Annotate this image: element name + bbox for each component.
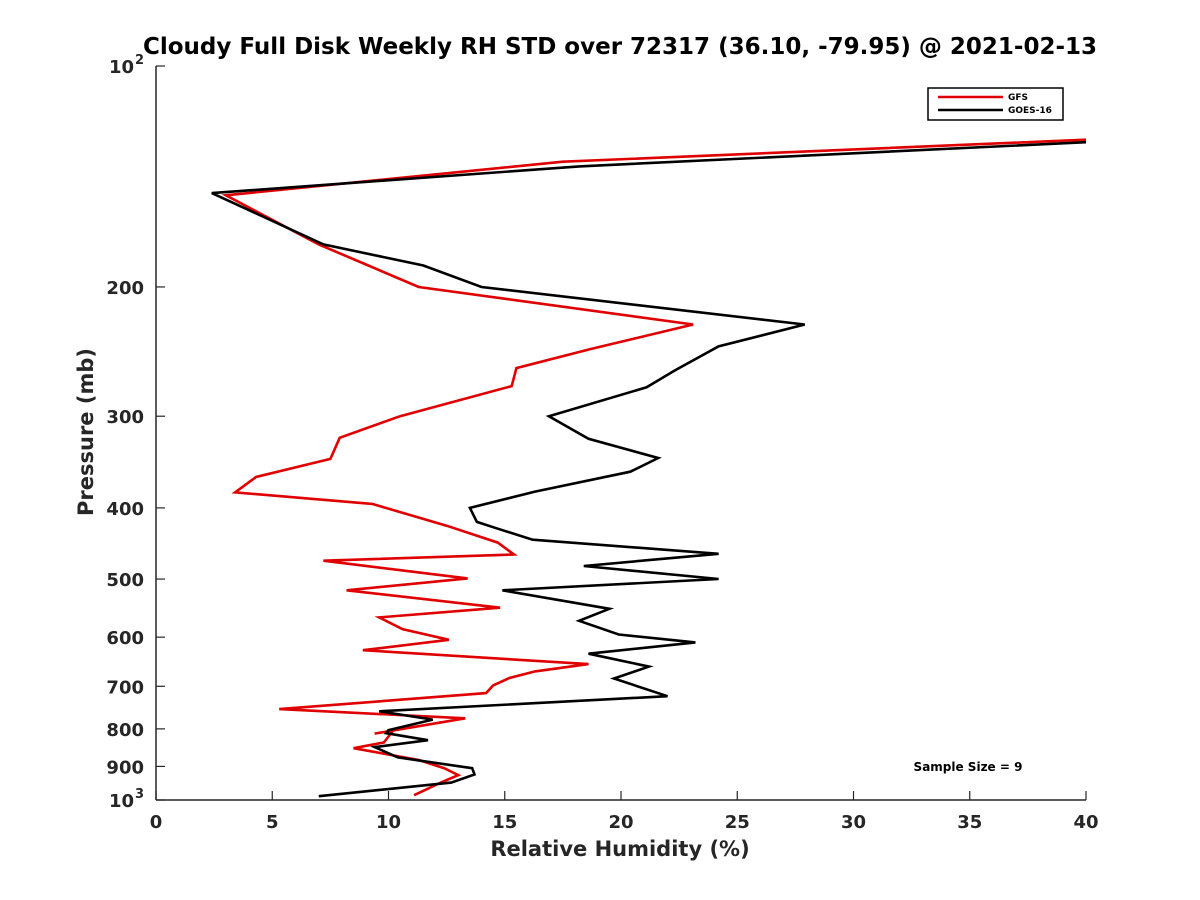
y-tick-label: 800: [106, 720, 144, 741]
sample-size-annotation: Sample Size = 9: [914, 760, 1023, 774]
legend-goes16-label: GOES-16: [1008, 106, 1052, 116]
y-power-base: 10: [109, 57, 134, 78]
chart-title: Cloudy Full Disk Weekly RH STD over 7231…: [143, 34, 1097, 60]
y-tick-label: 400: [106, 499, 144, 520]
legend: GFS GOES-16: [927, 87, 1064, 121]
x-tick-label: 0: [150, 812, 163, 833]
y-tick-label: 900: [106, 757, 144, 778]
x-tick-label: 35: [957, 812, 982, 833]
y-tick-label: 600: [106, 628, 144, 649]
y-power-base: 10: [109, 791, 134, 812]
y-tick-label: 700: [106, 677, 144, 698]
x-tick-label: 15: [492, 812, 517, 833]
y-axis-label: Pressure (mb): [74, 348, 98, 516]
axes-frame: 0 5 10 15 20 25 30 35 40 200 300 400 500 600 700 800 900…: [106, 53, 1098, 833]
x-tick-label: 20: [608, 812, 633, 833]
series-line-goes16: [211, 140, 1087, 798]
series-layer: [211, 138, 1087, 798]
y-tick-label: 200: [106, 278, 144, 299]
y-tick-label: 500: [106, 570, 144, 591]
y-power-exponent: 2: [135, 53, 144, 68]
legend-box: [927, 87, 1064, 121]
x-tick-label: 25: [725, 812, 750, 833]
y-power-label: 10: [109, 57, 134, 78]
x-tick-label: 30: [841, 812, 866, 833]
x-tick-label: 5: [266, 812, 279, 833]
legend-gfs-label: GFS: [1008, 93, 1028, 103]
x-tick-label: 10: [376, 812, 401, 833]
y-tick-label: 300: [106, 407, 144, 428]
series-line-gfs: [221, 138, 1087, 797]
y-power-exponent: 3: [135, 787, 144, 802]
y-power-label: 10: [109, 791, 134, 812]
x-tick-label: 40: [1073, 812, 1098, 833]
x-axis-label: Relative Humidity (%): [490, 837, 749, 861]
